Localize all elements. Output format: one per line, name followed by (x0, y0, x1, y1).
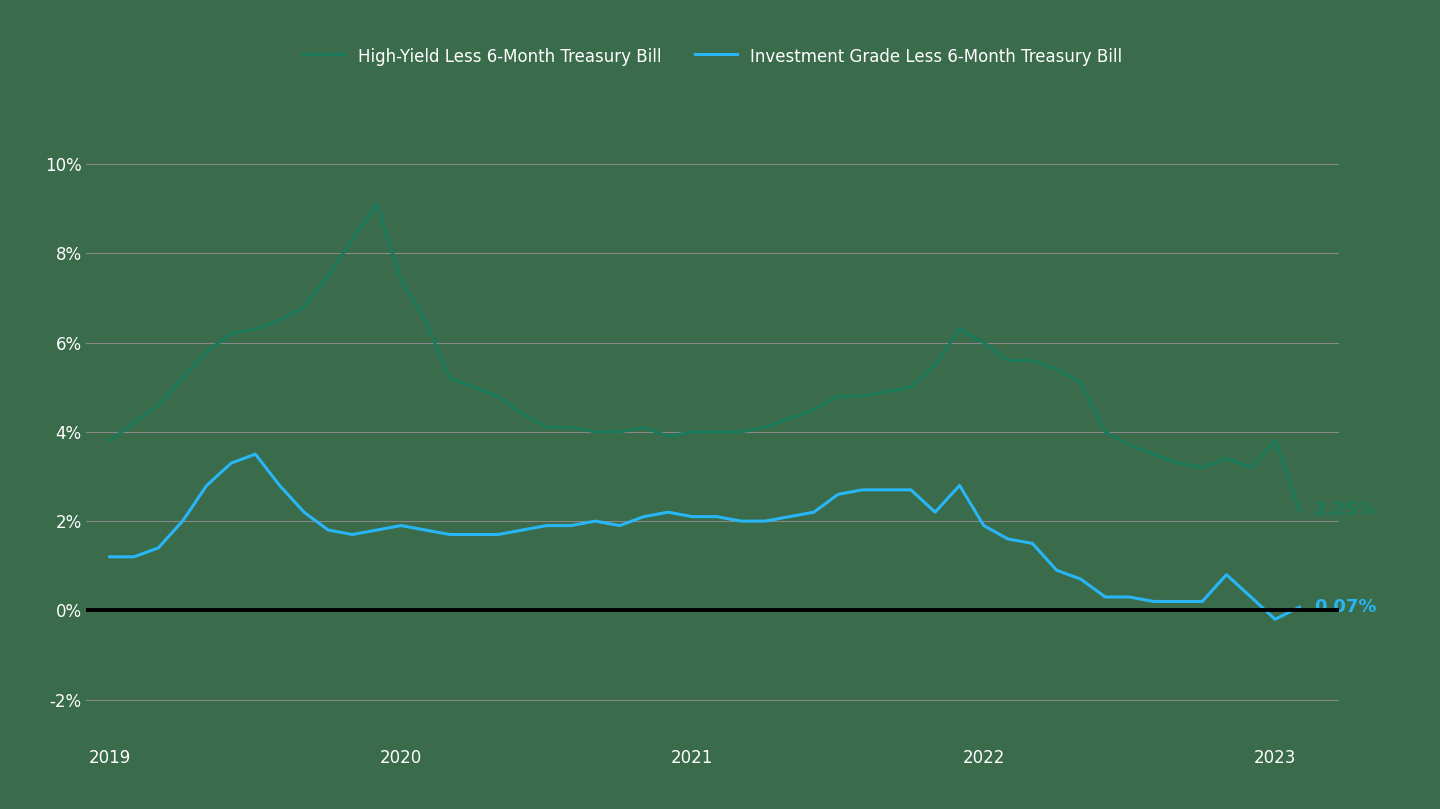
Legend: High-Yield Less 6-Month Treasury Bill, Investment Grade Less 6-Month Treasury Bi: High-Yield Less 6-Month Treasury Bill, I… (297, 40, 1129, 72)
Text: 0.07%: 0.07% (1313, 598, 1377, 616)
Text: 2.25%: 2.25% (1313, 501, 1377, 519)
